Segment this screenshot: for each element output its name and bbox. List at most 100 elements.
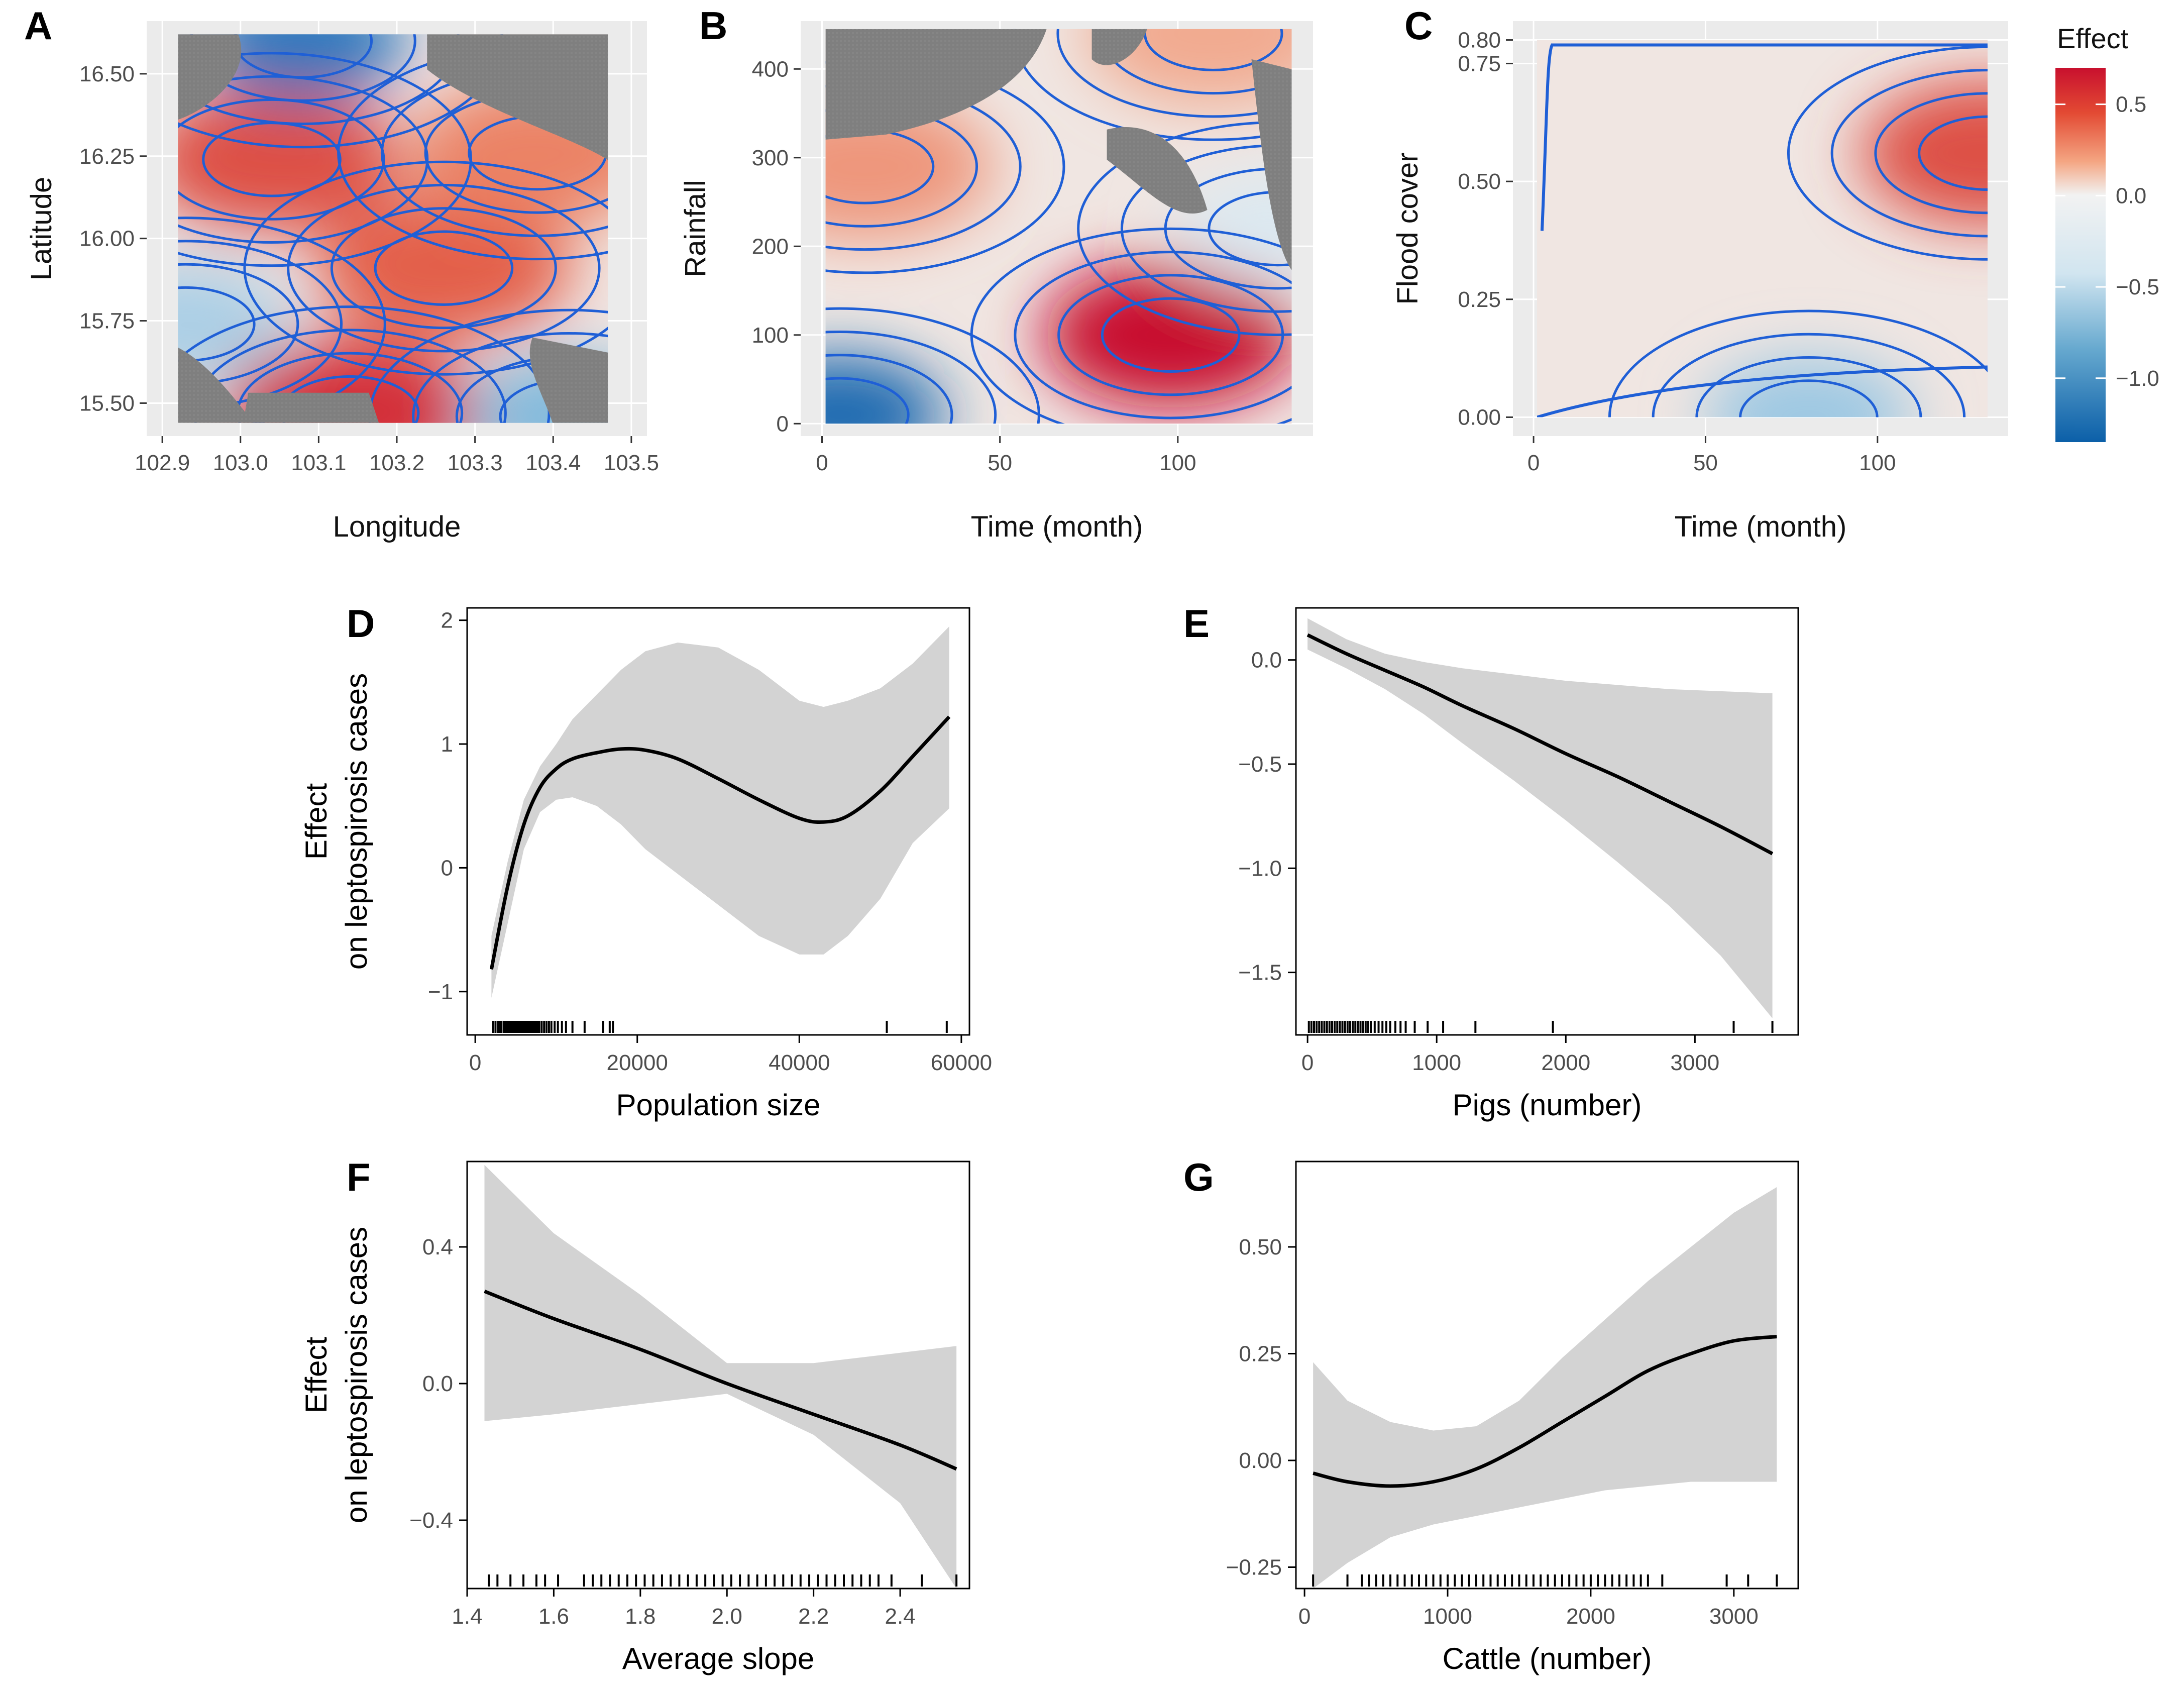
panel-letter: B xyxy=(699,4,727,48)
contour-line xyxy=(1918,115,1988,191)
legend-tick-label: −0.5 xyxy=(2116,275,2159,299)
x-tick-label: 20000 xyxy=(607,1050,668,1075)
x-axis-title: Longitude xyxy=(333,510,461,543)
contour-line xyxy=(1537,365,1988,417)
y-axis-title-line: on leptospirosis cases xyxy=(340,673,373,970)
effect-legend: Effect 0.5 0.0 −0.5 −1.0 xyxy=(2055,23,2159,442)
panel-letter: F xyxy=(347,1155,371,1199)
x-tick-label: 1000 xyxy=(1423,1604,1472,1629)
legend-ticks: 0.5 0.0 −0.5 −1.0 xyxy=(2055,92,2159,391)
missing-region xyxy=(529,337,608,423)
confidence-band xyxy=(484,1165,957,1589)
x-axis-title: Population size xyxy=(616,1088,821,1122)
x-tick-label: 103.3 xyxy=(448,451,503,475)
confidence-band xyxy=(1313,1187,1777,1589)
x-tick-label: 103.2 xyxy=(369,451,424,475)
x-tick-label: 2000 xyxy=(1566,1604,1615,1629)
panel-frame xyxy=(466,1161,970,1590)
y-axis-title-line: Effect xyxy=(299,1337,333,1414)
x-tick-label: 60000 xyxy=(931,1050,992,1075)
fitted-line xyxy=(1306,633,1774,856)
fitted-line xyxy=(1313,1335,1777,1488)
x-tick-label: 1.4 xyxy=(452,1604,482,1629)
x-tick-label: 1000 xyxy=(1412,1050,1461,1075)
panel-b: 0 50 100 0 100 200 300 400 Time (month) Rainfall B xyxy=(679,4,1313,543)
y-tick-label: 200 xyxy=(752,234,789,259)
contour-line xyxy=(825,307,1040,424)
x-tick-label: 0 xyxy=(816,451,828,475)
legend-tick-label: 0.0 xyxy=(2116,183,2146,208)
panel-letter: A xyxy=(24,4,52,48)
y-tick-label: −0.25 xyxy=(1226,1555,1282,1580)
missing-region xyxy=(178,347,254,423)
y-tick-label: 0.00 xyxy=(1239,1448,1282,1473)
panel-letter: G xyxy=(1183,1155,1214,1199)
confidence-band xyxy=(491,626,949,998)
y-tick-label: −1 xyxy=(428,980,453,1004)
x-tick-label: 2.4 xyxy=(885,1604,915,1629)
heatmap-surface xyxy=(825,29,1292,424)
panel-d: 0 20000 40000 60000 −1 0 1 2 Population size Effe… xyxy=(299,601,992,1122)
panel-letter: D xyxy=(347,601,375,646)
contour-line xyxy=(1101,297,1241,373)
y-tick-label: 15.50 xyxy=(79,391,135,415)
x-tick-label: 0 xyxy=(1301,1050,1314,1075)
panel-frame xyxy=(1295,607,1799,1036)
contour-line xyxy=(1830,69,1988,238)
y-tick-label: 1 xyxy=(441,732,453,757)
y-tick-label: 300 xyxy=(752,146,789,170)
legend-tick-label: −1.0 xyxy=(2116,366,2159,391)
effect-hotspot xyxy=(178,86,400,233)
y-tick-label: 16.25 xyxy=(79,144,135,169)
x-tick-label: 1.6 xyxy=(538,1604,569,1629)
contour-line xyxy=(1014,251,1292,419)
missing-region xyxy=(1091,29,1147,65)
effect-hotspot xyxy=(825,355,945,424)
panel-e: 0 1000 2000 3000 0.0 −0.5 −1.0 −1.5 Pigs (number… xyxy=(1183,601,1799,1122)
y-tick-label: −1.5 xyxy=(1238,961,1282,985)
y-tick-label: 0.25 xyxy=(1239,1342,1282,1366)
x-tick-label: 100 xyxy=(1159,451,1196,475)
effect-hotspot xyxy=(178,264,290,384)
x-tick-label: 0 xyxy=(1298,1604,1311,1629)
contour-line xyxy=(1608,309,1988,417)
panel-c: 0 50 100 0.00 0.25 0.50 0.750.80 Time (month) Fl… xyxy=(1391,4,2008,543)
panel-frame xyxy=(466,607,970,1036)
y-tick-label: 0.0 xyxy=(422,1372,453,1396)
contour-line xyxy=(178,217,386,423)
x-axis-title: Time (month) xyxy=(971,510,1143,543)
y-tick-label: 0.75 xyxy=(1458,51,1501,76)
missing-region xyxy=(427,34,608,160)
missing-region xyxy=(243,392,379,423)
contour-line xyxy=(1739,379,1879,417)
x-tick-label: 50 xyxy=(1693,451,1718,475)
x-tick-label: 0 xyxy=(1527,451,1540,475)
y-tick-label: 2 xyxy=(441,608,453,633)
y-axis-title: Effect on leptospirosis cases xyxy=(299,673,373,970)
x-tick-label: 0 xyxy=(469,1050,481,1075)
contour-line xyxy=(1540,43,1988,231)
panel-frame xyxy=(1295,1161,1799,1590)
y-axis-title: Effect on leptospirosis cases xyxy=(299,1227,373,1523)
fitted-line xyxy=(489,715,951,970)
y-tick-label: 100 xyxy=(752,323,789,348)
y-tick-label: −0.5 xyxy=(1238,752,1282,777)
heatmap-surface xyxy=(1537,40,1988,417)
effect-hotspot xyxy=(198,34,408,101)
contour-line xyxy=(1652,333,1966,417)
missing-region xyxy=(825,29,1047,140)
panel-letter: C xyxy=(1404,4,1433,48)
x-axis-title: Time (month) xyxy=(1675,510,1847,543)
effect-hotspot xyxy=(1860,80,1988,227)
y-axis-title-line: on leptospirosis cases xyxy=(340,1227,373,1523)
panel-a: 102.9 103.0 103.1 103.2 103.3 103.4 103.5 15.50… xyxy=(24,4,659,543)
x-tick-label: 3000 xyxy=(1670,1050,1719,1075)
y-tick-label: 16.50 xyxy=(79,62,135,86)
y-tick-label: 0.80 xyxy=(1458,28,1501,53)
y-tick-label: 0.25 xyxy=(1458,287,1501,312)
y-axis-title-line: Effect xyxy=(299,783,333,860)
y-tick-label: 0 xyxy=(441,856,453,880)
x-tick-label: 40000 xyxy=(769,1050,830,1075)
x-tick-label: 103.4 xyxy=(525,451,581,475)
